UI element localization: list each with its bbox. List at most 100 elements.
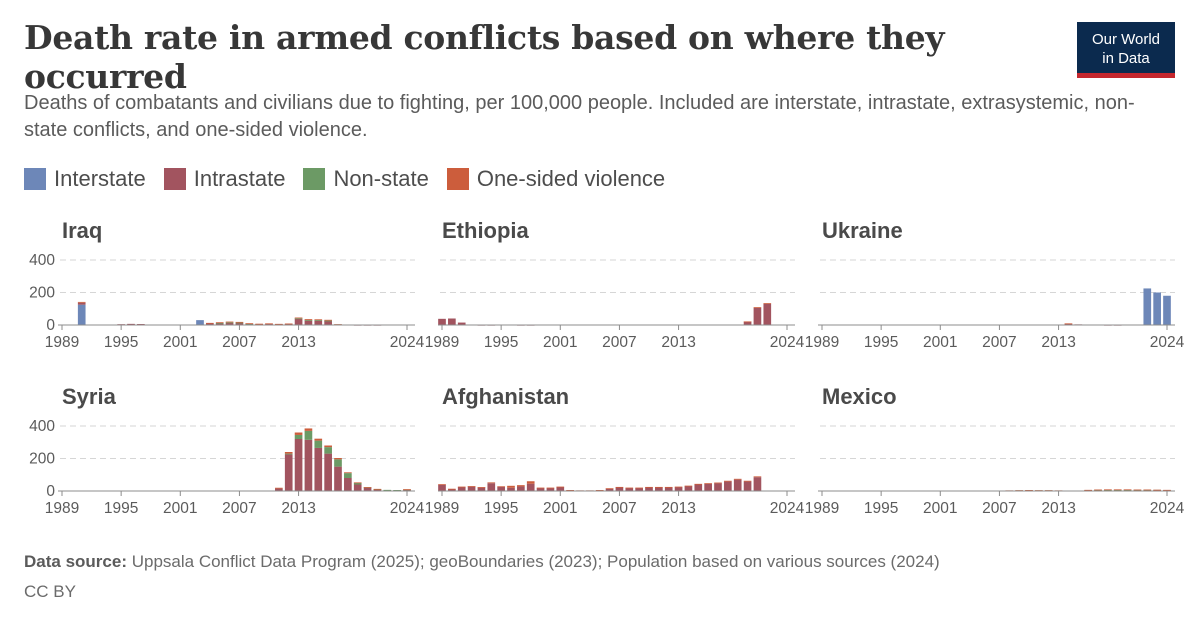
bar-ukraine-2024-interstate (1163, 295, 1171, 325)
x-tick-label-ethiopia-2024: 2024 (770, 334, 805, 351)
x-tick-label-iraq-1995: 1995 (104, 334, 138, 351)
bar-afghanistan-2000-one-sided-violence (546, 487, 555, 489)
bar-afghanistan-2019-one-sided-violence (733, 478, 742, 480)
bar-mexico-2017-non-state (1094, 489, 1102, 491)
bar-afghanistan-1997-intrastate (517, 486, 525, 491)
bar-syria-2013-intrastate (294, 439, 303, 491)
legend-item-one-sided-violence[interactable]: One-sided violence (446, 166, 665, 192)
legend-swatch-interstate (24, 168, 46, 190)
x-tick-label-ethiopia-2007: 2007 (602, 334, 636, 351)
legend-item-intrastate[interactable]: Intrastate (163, 166, 286, 192)
bar-ethiopia-1990-intrastate (448, 318, 456, 325)
bar-afghanistan-1995-intrastate (497, 486, 505, 491)
x-tick-label-iraq-1989: 1989 (45, 334, 79, 351)
bar-syria-2024-one-sided-violence (403, 489, 411, 491)
bar-iraq-2009-one-sided-violence (255, 323, 263, 325)
bar-iraq-2007-intrastate (235, 322, 244, 325)
bar-mexico-2010-one-sided-violence (1025, 490, 1033, 491)
bar-syria-2012-non-state (284, 453, 293, 455)
panel-ukraine: Ukraine 1989 1995 2001 2007 2013 2024 (805, 218, 1185, 351)
panel-title-ukraine: Ukraine (822, 218, 903, 243)
x-tick-label-syria-1995: 1995 (104, 500, 138, 517)
panel-ethiopia: Ethiopia 1989 1995 2001 2007 2013 2024 (425, 218, 805, 351)
bar-syria-2018-non-state (344, 473, 352, 478)
bar-mexico-2017-one-sided-violence (1094, 489, 1102, 491)
panel-title-syria: Syria (62, 384, 117, 409)
bar-iraq-2004-one-sided-violence (206, 322, 214, 324)
bar-syria-2017-one-sided-violence (334, 458, 342, 460)
license: CC BY (24, 582, 76, 601)
x-tick-label-ukraine-2013: 2013 (1041, 334, 1075, 351)
bar-afghanistan-2020-one-sided-violence (743, 480, 752, 482)
bar-syria-2022-non-state (383, 489, 392, 491)
bar-afghanistan-2016-intrastate (704, 483, 712, 491)
legend-item-interstate[interactable]: Interstate (24, 166, 146, 192)
bar-ukraine-2022-interstate (1143, 288, 1152, 325)
bar-iraq-2014-intrastate (304, 320, 313, 325)
bar-iraq-2013-intrastate (294, 318, 303, 325)
bar-syria-2021-one-sided-violence (373, 488, 382, 490)
x-tick-label-mexico-1995: 1995 (864, 500, 898, 517)
x-tick-label-syria-2024: 2024 (390, 500, 425, 517)
bar-mexico-2016-one-sided-violence (1084, 489, 1092, 491)
bar-afghanistan-1991-intrastate (457, 486, 466, 491)
bar-mexico-2020-one-sided-violence (1123, 489, 1132, 491)
y-tick-label-syria-400: 400 (29, 418, 55, 435)
bar-ethiopia-1989-intrastate (438, 318, 446, 325)
logo-line-2: in Data (1102, 50, 1150, 67)
bar-syria-2020-one-sided-violence (363, 487, 372, 488)
x-tick-label-ukraine-1995: 1995 (864, 334, 898, 351)
panel-title-iraq: Iraq (62, 218, 102, 243)
bar-afghanistan-2000-intrastate (546, 488, 555, 491)
x-tick-label-mexico-2001: 2001 (923, 500, 957, 517)
bar-syria-2020-intrastate (363, 487, 372, 491)
bar-afghanistan-2011-intrastate (655, 487, 663, 491)
x-tick-label-afghanistan-2007: 2007 (602, 500, 636, 517)
bar-afghanistan-2015-intrastate (694, 484, 703, 491)
bar-iraq-2006-non-state (225, 322, 234, 324)
bar-afghanistan-2006-intrastate (605, 488, 614, 491)
bar-afghanistan-1998-one-sided-violence (526, 481, 535, 484)
bar-afghanistan-1997-one-sided-violence (517, 485, 525, 487)
bar-mexico-2021-non-state (1133, 489, 1142, 491)
bar-afghanistan-1999-intrastate (536, 488, 545, 491)
bar-mexico-2018-non-state (1104, 489, 1112, 491)
bar-afghanistan-2007-one-sided-violence (615, 486, 624, 488)
bar-syria-2013-non-state (294, 434, 303, 439)
bar-mexico-2019-non-state (1113, 489, 1122, 491)
bar-afghanistan-2011-one-sided-violence (655, 486, 663, 488)
bar-afghanistan-2013-one-sided-violence (674, 486, 683, 488)
bar-afghanistan-1999-one-sided-violence (536, 487, 545, 489)
legend-item-non-state[interactable]: Non-state (303, 166, 429, 192)
bar-afghanistan-2010-intrastate (645, 487, 653, 491)
bar-iraq-2013-one-sided-violence (294, 317, 303, 319)
bar-afghanistan-2014-one-sided-violence (684, 485, 693, 487)
bar-iraq-2008-intrastate (245, 323, 254, 325)
bar-syria-2016-non-state (324, 447, 332, 454)
bar-iraq-2006-intrastate (225, 322, 234, 325)
bar-afghanistan-2021-intrastate (753, 477, 762, 491)
bar-syria-2018-one-sided-violence (344, 472, 352, 474)
data-source-text: Uppsala Conflict Data Program (2025); ge… (131, 552, 940, 571)
bar-afghanistan-1990-intrastate (448, 489, 456, 491)
data-source-label: Data source: (24, 552, 127, 571)
x-tick-label-syria-1989: 1989 (45, 500, 79, 517)
bar-iraq-2016-intrastate (324, 320, 332, 325)
bar-iraq-2016-non-state (324, 320, 332, 322)
legend-label-intrastate: Intrastate (193, 166, 286, 191)
bar-afghanistan-2008-intrastate (625, 488, 634, 491)
legend-swatch-non-state (303, 168, 326, 190)
x-tick-label-ethiopia-1995: 1995 (484, 334, 518, 351)
bar-ukraine-2023-interstate (1153, 292, 1161, 325)
bar-iraq-2008-one-sided-violence (245, 323, 254, 325)
x-tick-label-ukraine-2007: 2007 (982, 334, 1016, 351)
panel-mexico: Mexico 1989 1995 2001 2007 2013 2024 (805, 384, 1185, 517)
bar-syria-2017-non-state (334, 459, 342, 467)
x-tick-label-iraq-2024: 2024 (390, 334, 425, 351)
chart-title: Death rate in armed conflicts based on w… (24, 18, 945, 96)
bar-iraq-2004-intrastate (206, 323, 214, 325)
bar-iraq-2014-one-sided-violence (304, 319, 313, 321)
legend-swatch-one-sided-violence (446, 168, 469, 190)
x-tick-label-mexico-2007: 2007 (982, 500, 1016, 517)
owid-logo[interactable]: Our World in Data (1077, 22, 1175, 78)
